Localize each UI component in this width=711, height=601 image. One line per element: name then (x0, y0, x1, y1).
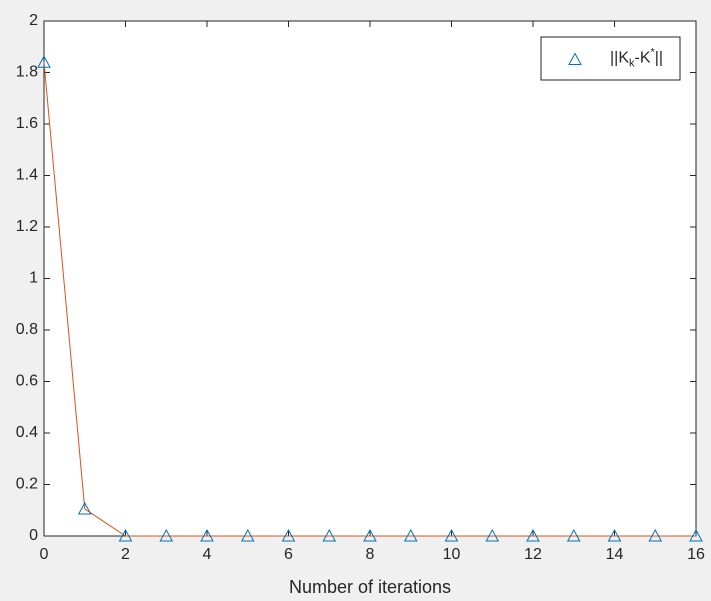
y-tick-label: 0.8 (16, 321, 38, 338)
marker (159, 528, 174, 542)
y-tick-label: 1.6 (16, 115, 38, 132)
x-tick-label: 8 (366, 546, 375, 563)
legend-box (540, 36, 681, 81)
y-tick-label: 2 (29, 12, 38, 29)
marker (648, 528, 663, 542)
y-tick-label: 1 (29, 270, 38, 287)
plot-area (44, 21, 696, 536)
marker (77, 501, 92, 515)
marker (526, 528, 540, 542)
x-tick-label: 14 (606, 546, 624, 563)
marker (322, 528, 337, 542)
marker (566, 528, 581, 542)
y-tick-label: 0.4 (16, 424, 38, 441)
legend-label-part: ||K (610, 50, 629, 67)
legend-label-part: -K (634, 50, 650, 67)
x-tick-label: 0 (40, 546, 49, 563)
legend-label-part: * (650, 46, 655, 58)
legend-label-part: || (655, 50, 663, 67)
x-axis-label: Number of iterations (289, 577, 451, 597)
marker (200, 528, 214, 542)
y-tick-label: 1.2 (16, 218, 38, 235)
marker (444, 528, 459, 542)
marker (403, 528, 418, 542)
x-tick-label: 2 (121, 546, 130, 563)
legend-marker (568, 52, 582, 65)
marker (485, 528, 500, 542)
marker (689, 528, 703, 542)
marker (240, 528, 255, 542)
y-tick-label: 1.4 (16, 167, 38, 184)
y-tick-label: 0.2 (16, 476, 38, 493)
legend-label: ||Kk-K*|| (610, 46, 663, 69)
x-tick-label: 16 (687, 546, 705, 563)
y-tick-label: 1.8 (16, 64, 38, 81)
marker (607, 528, 622, 542)
x-tick-label: 10 (443, 546, 461, 563)
marker (281, 528, 296, 542)
y-tick-label: 0 (29, 527, 38, 544)
y-tick-label: 0.6 (16, 373, 38, 390)
x-tick-label: 4 (203, 546, 212, 563)
x-tick-label: 12 (524, 546, 542, 563)
series-line (43, 62, 696, 537)
marker (118, 528, 133, 542)
marker (37, 55, 51, 68)
x-tick-label: 6 (284, 546, 293, 563)
legend-label-part: k (629, 57, 635, 69)
marker (363, 528, 377, 542)
